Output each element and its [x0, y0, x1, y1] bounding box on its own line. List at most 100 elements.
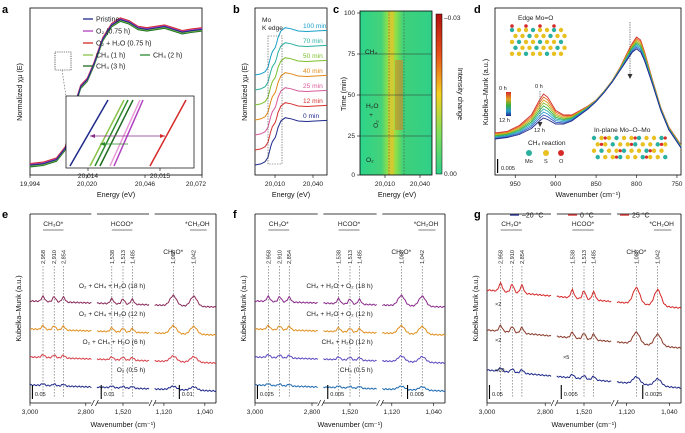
g-xtick-0: 3,000	[479, 409, 496, 416]
panel-d-frame	[494, 7, 682, 176]
b-series-3	[254, 72, 328, 121]
e-traces: O₂ + CH₄ + H₂O (18 h) O₂ + CH₄ + H₂O (12 …	[29, 283, 217, 393]
g-group-2: CH₃O*	[626, 249, 646, 256]
d-xlabel: Wavenumber (cm⁻¹)	[555, 190, 620, 199]
b-xlabel: Energy (eV)	[272, 190, 310, 199]
c-region-h2o: H₂O	[366, 103, 378, 110]
panel-b-curves	[254, 27, 328, 166]
g-scale-1: 0.005	[564, 392, 578, 398]
f-peak-6: 1,088	[399, 250, 405, 264]
f-peak-5: 1,485	[358, 250, 364, 264]
g-scalebar-1	[560, 385, 562, 399]
f-scale-2: 0.005	[410, 392, 424, 398]
g-legend-0: –20 °C	[522, 212, 543, 220]
legend-pristine: Pristine	[96, 17, 119, 24]
atom-s: S	[544, 159, 548, 165]
f-xtick-2: 1,520	[342, 409, 359, 416]
b-xtick-0: 20,010	[265, 181, 286, 188]
panel-d-letter: d	[474, 4, 481, 16]
e-break-0a	[91, 399, 95, 407]
e-group-0: CH₃O*	[43, 221, 63, 228]
f-trace-label-0: CH₄ + H₂O + O₂ (18 h)	[306, 283, 372, 290]
c-colorbar	[435, 13, 443, 175]
e-peak-1: 2,910	[52, 250, 58, 264]
g-break-1a	[610, 399, 615, 407]
legend-ch4-2h: CH₄ (2 h)	[153, 53, 182, 60]
g-trace-2	[486, 367, 682, 389]
d-time-top: 0 h	[499, 86, 507, 92]
panel-d: d Edge Mo=O In-plane Mo–O–Mo 0 h 12 h 0 …	[474, 4, 683, 199]
g-peak-5: 1,485	[592, 250, 598, 264]
g-group-1: HCOO*	[572, 221, 595, 228]
f-scalebar-2	[407, 385, 409, 399]
d-inplane-structure	[591, 135, 668, 160]
g-xlabel: Wavenumber (cm⁻¹)	[551, 420, 616, 429]
b-series-4	[254, 87, 328, 136]
a-xtick-1: 20,020	[77, 181, 98, 188]
f-scale-1: 0.005	[330, 392, 344, 398]
g-xtick-1: 2,800	[537, 409, 554, 416]
f-xlabel: Wavenumber (cm⁻¹)	[317, 420, 382, 429]
d-arrow-bottom: 12 h	[534, 128, 545, 134]
f-trace-label-3: CH₄ (0.5 h)	[340, 367, 373, 374]
g-peaks: 2,958 2,910 2,854 1,538 1,513 1,485 1,088 1,042	[499, 250, 662, 397]
f-trace-1	[254, 324, 446, 337]
f-traces: CH₄ + H₂O + O₂ (18 h) CH₄ + H₂O + O₂ (12 …	[254, 283, 446, 393]
f-ylabel: Kubelka–Munk (a.u.)	[239, 275, 248, 341]
b-label-6: 0 min	[303, 113, 319, 120]
f-peak-2: 2,854	[287, 250, 293, 264]
a-xlabel: Energy (eV)	[97, 190, 135, 199]
e-peak-7: 1,042	[192, 250, 198, 264]
e-xtick-0: 3,000	[22, 409, 39, 416]
b-label-2: 50 min	[303, 53, 323, 60]
e-peak-0: 2,958	[41, 250, 47, 264]
f-xtick-0: 3,000	[247, 409, 264, 416]
panel-g: g 2,958 2,910 2,854 1,538 1,513 1,485 1,088 1,04…	[471, 209, 682, 429]
g-trace-1	[486, 324, 682, 350]
b-label-5: 12 min	[303, 98, 323, 105]
e-xtick-4: 1,040	[197, 409, 214, 416]
f-peak-4: 1,513	[348, 250, 354, 264]
c-ytick-100: 100	[344, 10, 355, 17]
g-ylabel: Kubelka–Munk (a.u.)	[471, 275, 480, 341]
c-xtick-0: 20,010	[375, 181, 396, 188]
e-trace-label-2: O₂ + CH₄ + H₂O (6 h)	[83, 339, 146, 346]
c-xlabel: Energy (eV)	[378, 190, 416, 199]
c-cbar-bottom: 0.00	[444, 171, 457, 178]
b-ylabel: Normalized χμ (E)	[240, 63, 249, 121]
g-mult-1: ×2	[495, 338, 501, 344]
a-ylabel: Normalized χμ (E)	[15, 63, 24, 121]
c-ylabel: Time (min)	[339, 77, 348, 111]
c-frame	[359, 10, 433, 176]
legend-o2: O₂ (0.75 h)	[96, 29, 130, 36]
d-atom-legend: Mo S O	[525, 150, 564, 165]
f-peak-1: 2,910	[278, 250, 284, 264]
b-label-0: 100 min	[303, 23, 327, 30]
e-group-2: CH₃O*	[163, 249, 183, 256]
b-label-3: 40 min	[303, 68, 323, 75]
b-annot-line1: Mo	[262, 17, 271, 24]
f-peak-3: 1,538	[337, 250, 343, 264]
c-region-o2a: O₂	[373, 120, 380, 128]
panel-a-zoom-link	[61, 69, 67, 97]
d-reaction: CH₄ reaction	[528, 140, 566, 147]
e-scale-0: 0.05	[35, 392, 46, 398]
e-xtick-3: 1,120	[156, 409, 173, 416]
f-group-0: CH₃O*	[269, 221, 289, 228]
e-trace-label-0: O₂ + CH₄ + H₂O (18 h)	[79, 283, 145, 290]
e-scalebar-2	[178, 385, 180, 399]
panel-b: b Mo K edge 100 min 70 min 50 min 40 min 25 …	[233, 4, 328, 199]
panel-b-series-labels: 100 min 70 min 50 min 40 min 25 min 12 min 0 m…	[303, 23, 327, 120]
f-trace-0	[254, 294, 446, 309]
g-scalebar-0	[488, 385, 491, 399]
f-scalebar-1	[327, 385, 329, 399]
e-xlabel: Wavenumber (cm⁻¹)	[90, 420, 155, 429]
d-xtick-4: 750	[671, 181, 682, 188]
inset-tick-2: 20,015	[150, 173, 171, 180]
legend-o2-h2o: O₂ + H₂O (0.75 h)	[96, 41, 151, 48]
panel-a-frame	[29, 7, 203, 176]
e-trace-label-1: O₂ + CH₄ + H₂O (12 h)	[79, 311, 145, 318]
d-ylabel: Kubelka–Munk (a.u.)	[481, 59, 490, 125]
d-title-edge: Edge Mo=O	[518, 15, 553, 22]
